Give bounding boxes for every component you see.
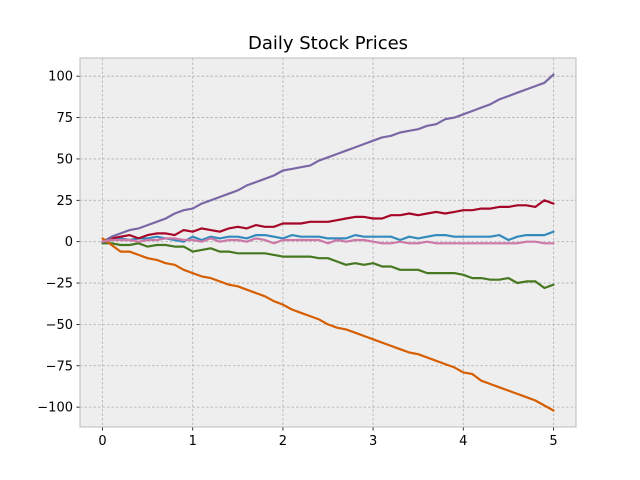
series-line-4: [101, 242, 555, 290]
y-tick-label: 25: [56, 194, 73, 209]
series-line-5: [101, 237, 555, 412]
series-line-6: [101, 237, 555, 245]
x-axis: 0 1 2 3 4 5: [98, 427, 558, 449]
y-tick-label: −75: [46, 359, 73, 374]
x-tick-label: 0: [98, 434, 106, 449]
y-tick-label: 50: [56, 152, 73, 167]
x-tick-label: 2: [279, 434, 287, 449]
x-tick-label: 4: [459, 434, 467, 449]
x-tick-label: 5: [549, 434, 557, 449]
series-line-3: [101, 73, 555, 243]
chart-title: Daily Stock Prices: [248, 33, 408, 54]
y-tick-label: −100: [37, 401, 73, 416]
series-lines: [101, 73, 555, 412]
y-axis: −100 −75 −50 −25 0 25 50 75 100: [37, 70, 80, 416]
y-tick-label: 100: [48, 70, 73, 85]
x-tick-label: 3: [369, 434, 377, 449]
series-line-1: [101, 230, 555, 245]
y-tick-label: 0: [65, 235, 73, 250]
plot-frame: [79, 57, 577, 428]
y-tick-label: −50: [46, 318, 73, 333]
series-line-2: [101, 199, 555, 243]
y-tick-label: 75: [56, 111, 73, 126]
y-tick-label: −25: [46, 277, 73, 292]
x-tick-label: 1: [189, 434, 197, 449]
